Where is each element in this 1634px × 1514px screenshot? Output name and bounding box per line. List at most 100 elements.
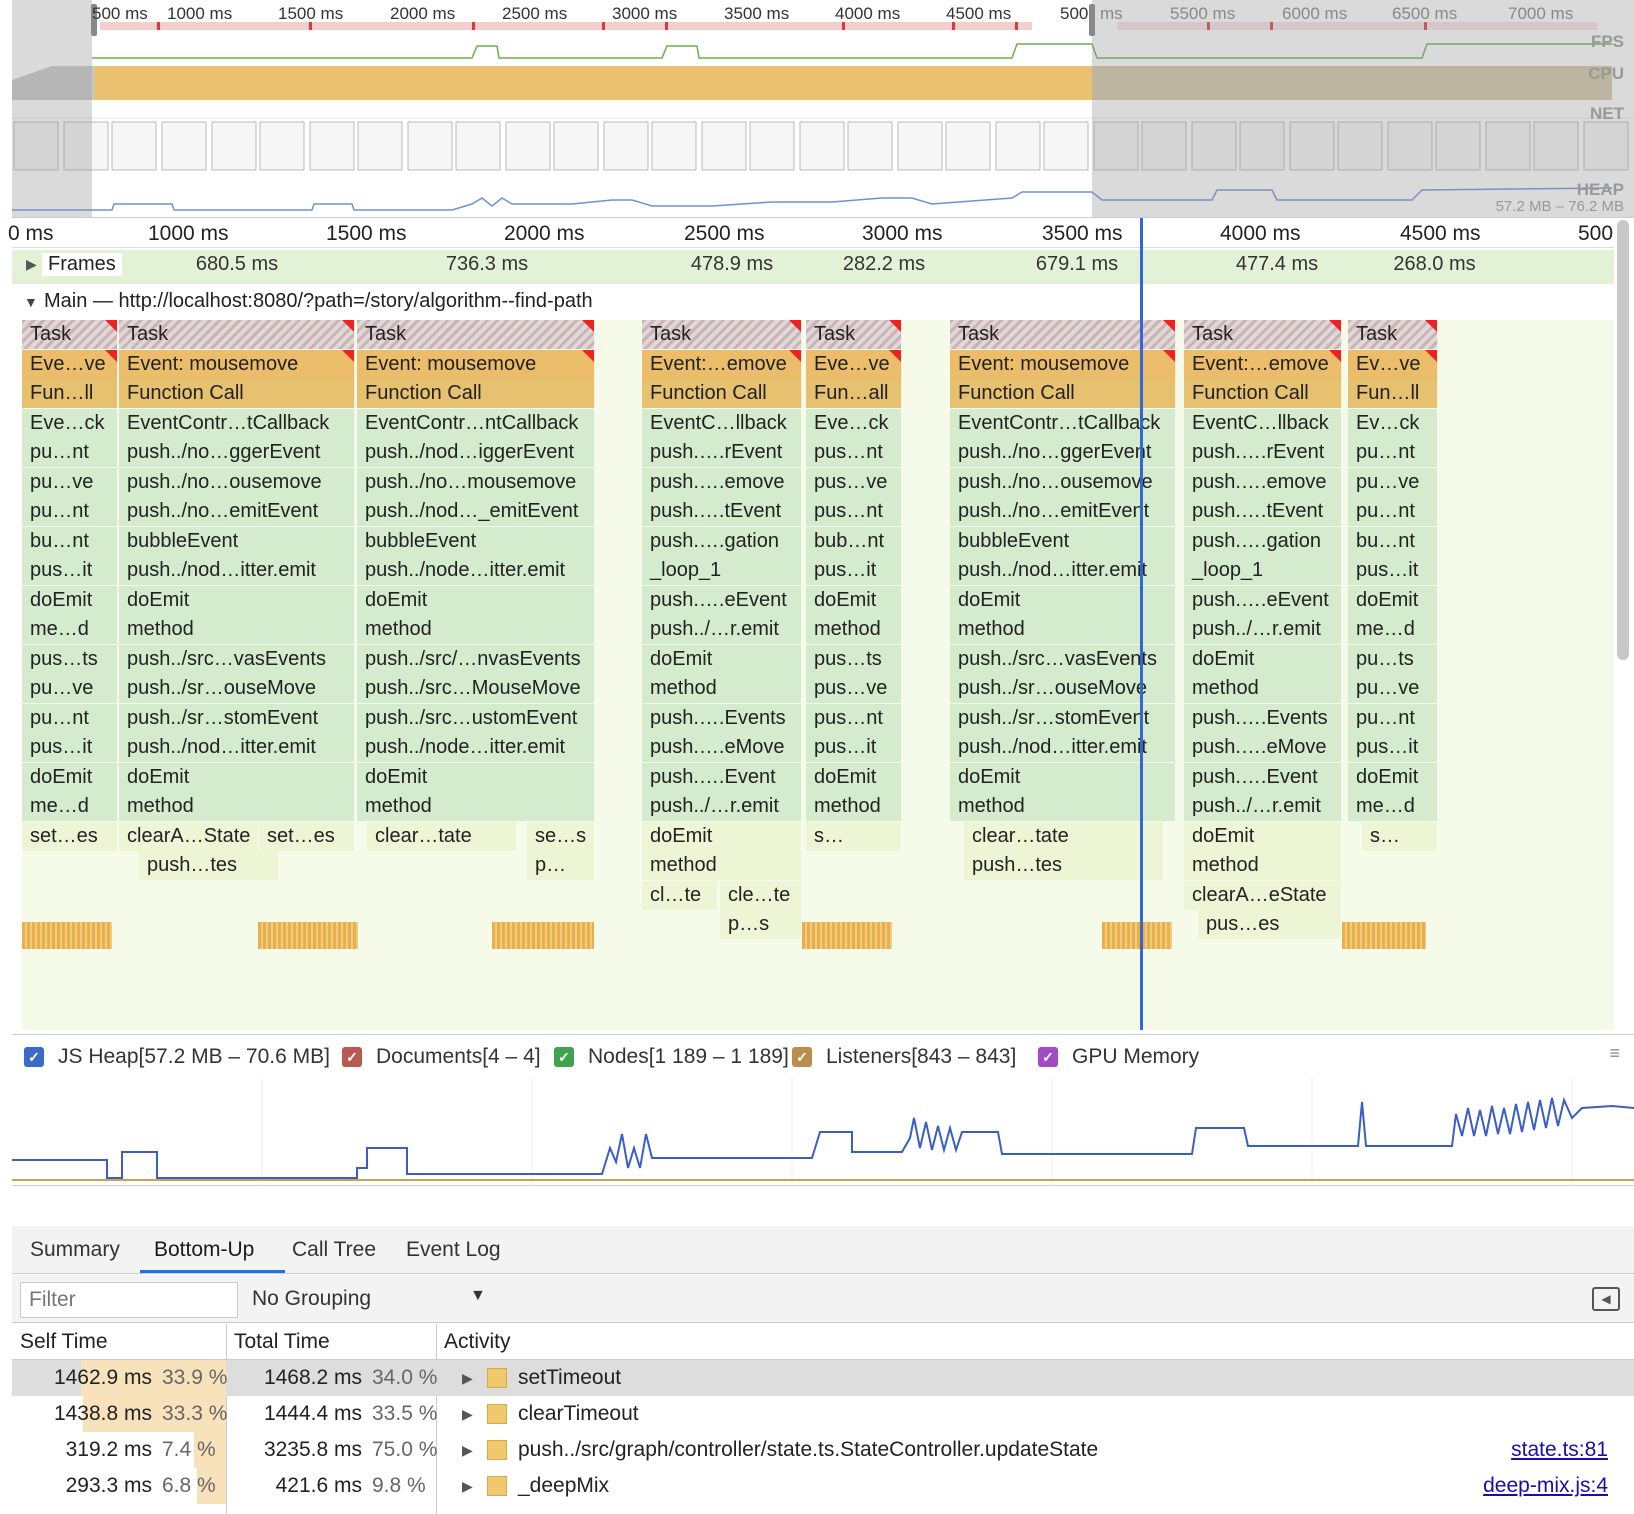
call-frame[interactable]: pu…ve	[22, 674, 118, 703]
call-frame[interactable]: bubbleEvent	[357, 526, 595, 556]
call-frame[interactable]: s…	[806, 821, 902, 851]
call-frame[interactable]: push../nod…_emitEvent	[357, 497, 595, 526]
grouping-select[interactable]: No Grouping	[252, 1287, 372, 1310]
task-block[interactable]: Task	[642, 320, 802, 349]
call-frame[interactable]: method	[357, 615, 595, 644]
event-block[interactable]: Ev…ve	[1348, 349, 1438, 379]
call-frame[interactable]: method	[642, 674, 802, 703]
call-frame[interactable]: push../src…vasEvents	[950, 644, 1176, 674]
call-frame[interactable]: Ev…ck	[1348, 408, 1438, 438]
call-frame[interactable]: Eve…ck	[22, 408, 118, 438]
sidebar-toggle-icon[interactable]: ◀	[1592, 1287, 1620, 1311]
call-frame[interactable]: pus…ve	[806, 674, 902, 703]
event-block[interactable]: Eve…ve	[806, 349, 902, 379]
column-header-total-time[interactable]: Total Time	[234, 1330, 330, 1353]
event-block[interactable]: Event: mousemove	[357, 349, 595, 379]
call-frame[interactable]: push../sr…ouseMove	[119, 674, 355, 703]
tab-summary[interactable]: Summary	[30, 1238, 120, 1261]
call-frame[interactable]: pus…nt	[806, 497, 902, 526]
time-cursor[interactable]	[1140, 218, 1143, 1030]
call-frame[interactable]: me…d	[1348, 792, 1438, 821]
counter-js-heap[interactable]: ✓ JS Heap[57.2 MB – 70.6 MB]	[24, 1045, 330, 1069]
call-frame[interactable]: push.….Event	[1184, 762, 1342, 792]
call-frame[interactable]: push.….emove	[1184, 467, 1342, 497]
call-frame[interactable]: doEmit	[806, 585, 902, 615]
call-frame[interactable]: _loop_1	[642, 556, 802, 585]
call-frame[interactable]: pu…ts	[1348, 644, 1438, 674]
call-frame[interactable]: cle…te	[720, 880, 802, 910]
dropdown-arrow-icon[interactable]: ▼	[470, 1287, 486, 1304]
call-frame[interactable]: push../…r.emit	[1184, 615, 1342, 644]
call-frame[interactable]: bub…nt	[806, 526, 902, 556]
call-frame[interactable]: push../no…ousemove	[119, 467, 355, 497]
call-frame[interactable]: push../sr…ouseMove	[950, 674, 1176, 703]
call-frame[interactable]: push../nod…iggerEvent	[357, 438, 595, 467]
call-frame[interactable]: push../no…emitEvent	[950, 497, 1176, 526]
call-frame[interactable]: doEmit	[1348, 762, 1438, 792]
call-frame[interactable]: EventC…llback	[1184, 408, 1342, 438]
column-header-activity[interactable]: Activity	[444, 1330, 511, 1353]
call-frame[interactable]: push../nod…itter.emit	[119, 733, 355, 762]
call-frame[interactable]: push.….rEvent	[1184, 438, 1342, 467]
call-frame[interactable]: method	[357, 792, 595, 821]
event-block[interactable]: Event:…emove	[642, 349, 802, 379]
tab-bottom-up[interactable]: Bottom-Up	[154, 1238, 255, 1261]
call-frame[interactable]: Fun…ll	[22, 379, 118, 408]
call-frame[interactable]: push../…r.emit	[1184, 792, 1342, 821]
call-frame[interactable]: push.….emove	[642, 467, 802, 497]
call-frame[interactable]: push../nod…itter.emit	[950, 733, 1176, 762]
call-frame[interactable]: pus…nt	[806, 703, 902, 733]
call-frame[interactable]: EventC…llback	[642, 408, 802, 438]
call-frame[interactable]: me…d	[22, 615, 118, 644]
call-frame[interactable]: pu…nt	[1348, 497, 1438, 526]
collapse-icon[interactable]: ▼	[24, 294, 38, 310]
call-frame[interactable]: push.….eMove	[1184, 733, 1342, 762]
call-frame[interactable]: push../sr…stomEvent	[950, 703, 1176, 733]
frame-duration[interactable]: 268.0 ms	[1393, 253, 1476, 275]
call-frame[interactable]: EventContr…ntCallback	[357, 408, 595, 438]
call-frame[interactable]: doEmit	[1184, 821, 1342, 851]
call-frame[interactable]: push../src…ustomEvent	[357, 703, 595, 733]
call-frame[interactable]: push../sr…stomEvent	[119, 703, 355, 733]
call-frame[interactable]: doEmit	[357, 585, 595, 615]
call-frame[interactable]: Function Call	[119, 379, 355, 408]
call-frame[interactable]: push../src…vasEvents	[119, 644, 355, 674]
frame-duration[interactable]: 478.9 ms	[690, 253, 774, 275]
call-frame[interactable]: method	[1184, 674, 1342, 703]
counter-listeners[interactable]: ✓ Listeners[843 – 843]	[792, 1045, 1016, 1069]
call-frame[interactable]: pus…ve	[806, 467, 902, 497]
call-frame[interactable]: push…tes	[139, 851, 279, 880]
call-frame[interactable]: doEmit	[22, 585, 118, 615]
call-frame[interactable]: push.….tEvent	[1184, 497, 1342, 526]
flame-scrollbar[interactable]	[1617, 220, 1629, 660]
call-frame[interactable]: pus…ts	[806, 644, 902, 674]
task-block[interactable]: Task	[22, 320, 118, 349]
call-frame[interactable]: doEmit	[1348, 585, 1438, 615]
task-block[interactable]: Task	[357, 320, 595, 349]
call-frame[interactable]: me…d	[22, 792, 118, 821]
expand-icon[interactable]: ▶	[462, 1478, 473, 1494]
call-frame[interactable]: Function Call	[1184, 379, 1342, 408]
call-frame[interactable]: se…s	[527, 821, 595, 851]
checkbox-icon[interactable]: ✓	[792, 1047, 812, 1067]
call-frame[interactable]: doEmit	[119, 585, 355, 615]
table-row[interactable]: 293.3 ms 6.8 % 421.6 ms 9.8 % ▶ _deepMix…	[12, 1468, 1634, 1504]
call-frame[interactable]: push.….Events	[1184, 703, 1342, 733]
call-frame[interactable]: push../…r.emit	[642, 792, 802, 821]
call-frame[interactable]: pus…it	[22, 733, 118, 762]
range-right-handle[interactable]	[1089, 4, 1095, 36]
task-block[interactable]: Task	[950, 320, 1176, 349]
call-frame[interactable]: pus…it	[1348, 733, 1438, 762]
call-frame[interactable]: pu…ve	[1348, 467, 1438, 497]
call-frame[interactable]: bubbleEvent	[119, 526, 355, 556]
checkbox-icon[interactable]: ✓	[24, 1047, 44, 1067]
call-frame[interactable]: bubbleEvent	[950, 526, 1176, 556]
call-frame[interactable]: bu…nt	[22, 526, 118, 556]
call-frame[interactable]: doEmit	[950, 585, 1176, 615]
call-frame[interactable]: p…	[527, 851, 595, 880]
call-frame[interactable]: pus…ts	[22, 644, 118, 674]
menu-icon[interactable]: ≡	[1609, 1043, 1620, 1063]
call-frame[interactable]: EventContr…tCallback	[119, 408, 355, 438]
call-frame[interactable]: doEmit	[119, 762, 355, 792]
call-frame[interactable]: pus…es	[1198, 910, 1342, 939]
